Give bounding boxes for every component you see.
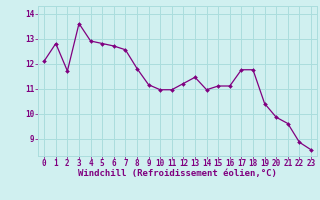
X-axis label: Windchill (Refroidissement éolien,°C): Windchill (Refroidissement éolien,°C) — [78, 169, 277, 178]
